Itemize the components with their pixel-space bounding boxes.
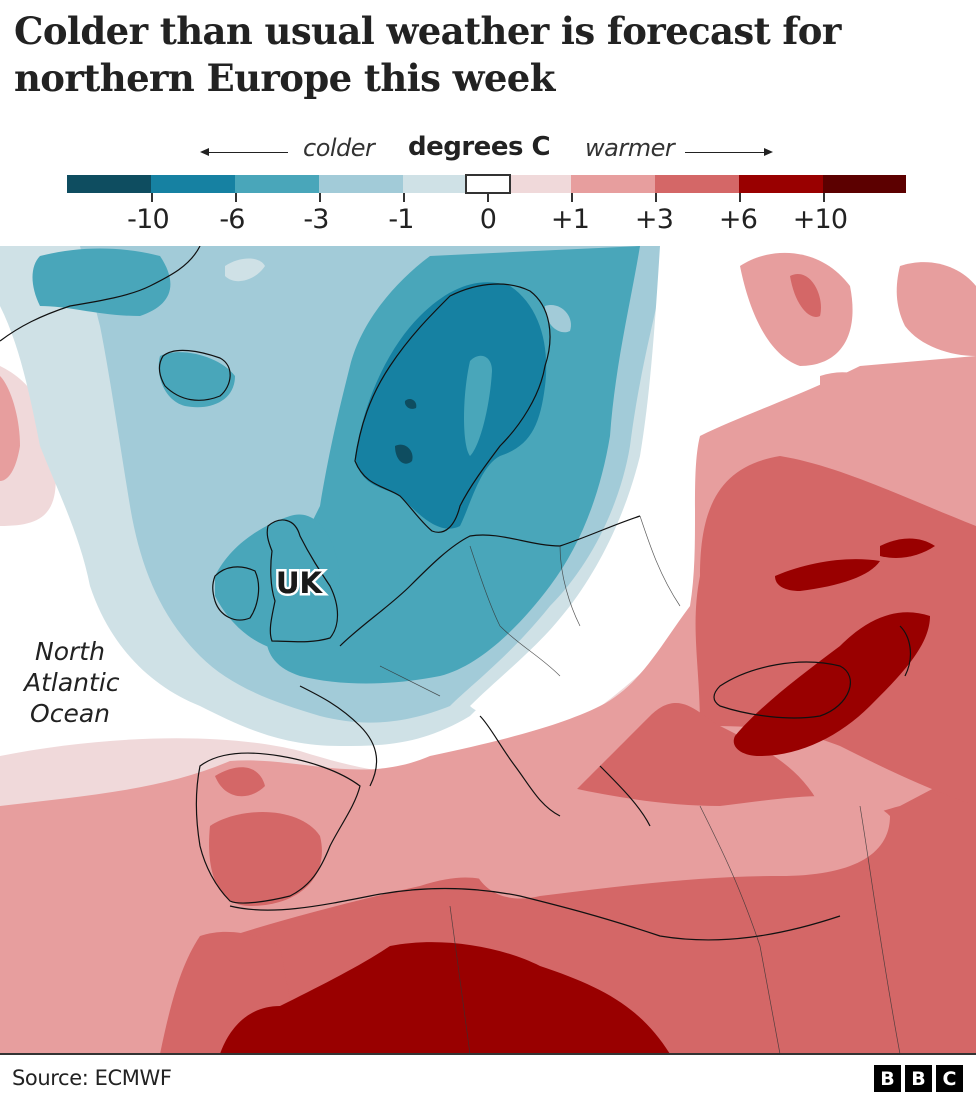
map-canvas	[0, 246, 976, 1054]
tick-label: +6	[718, 204, 758, 235]
tick-mark	[151, 193, 153, 202]
coastlines	[0, 246, 912, 941]
source-credit: Source: ECMWF	[12, 1066, 172, 1090]
bbc-logo-letter: B	[874, 1065, 901, 1092]
ocean-label-line: North	[35, 637, 105, 666]
country-borders	[379, 515, 901, 1054]
uk-label-fill: UK	[276, 566, 323, 600]
ocean-label-line: Ocean	[30, 699, 110, 728]
tick-label: +1	[550, 204, 590, 235]
uk-label: UK	[273, 564, 324, 603]
tick-label: 0	[479, 204, 497, 235]
color-scale	[67, 174, 906, 194]
legend-colder-label: colder	[303, 134, 375, 162]
swatch-minus3-minus1	[319, 175, 403, 193]
tick-mark	[487, 193, 489, 202]
tick-label: -6	[219, 204, 245, 235]
swatch-minus6-minus3	[235, 175, 319, 193]
swatch-minus1-0	[403, 175, 465, 193]
tick-label: -3	[303, 204, 329, 235]
ocean-label: North Atlantic Ocean	[24, 636, 120, 729]
swatch-plus1-plus3	[571, 175, 655, 193]
bbc-logo: B B C	[874, 1065, 963, 1092]
tick-mark	[403, 193, 405, 202]
legend-warmer-label: warmer	[585, 134, 675, 162]
swatch-minus10-minus6	[151, 175, 235, 193]
swatch-zero	[465, 174, 511, 194]
tick-label: +10	[792, 204, 848, 235]
arrow-left-icon	[200, 146, 288, 158]
swatch-gt-plus10	[823, 175, 906, 193]
tick-label: +3	[634, 204, 674, 235]
map-bottom-rule	[0, 1053, 976, 1055]
tick-label: -10	[127, 204, 169, 235]
tick-mark	[823, 193, 825, 202]
bbc-logo-letter: B	[905, 1065, 932, 1092]
chart-title: Colder than usual weather is forecast fo…	[14, 9, 841, 100]
tick-mark	[739, 193, 741, 202]
ocean-label-line: Atlantic	[24, 668, 120, 697]
legend-unit-label: degrees C	[408, 132, 551, 162]
tick-mark	[571, 193, 573, 202]
tick-label: -1	[388, 204, 414, 235]
bbc-logo-letter: C	[936, 1065, 963, 1092]
arrow-right-icon	[685, 146, 773, 158]
tick-mark	[319, 193, 321, 202]
swatch-0-plus1	[511, 175, 571, 193]
tick-mark	[655, 193, 657, 202]
swatch-lt-minus10	[67, 175, 151, 193]
swatch-plus6-plus10	[739, 175, 823, 193]
temperature-anomaly-map	[0, 246, 976, 1054]
swatch-plus3-plus6	[655, 175, 739, 193]
tick-mark	[235, 193, 237, 202]
